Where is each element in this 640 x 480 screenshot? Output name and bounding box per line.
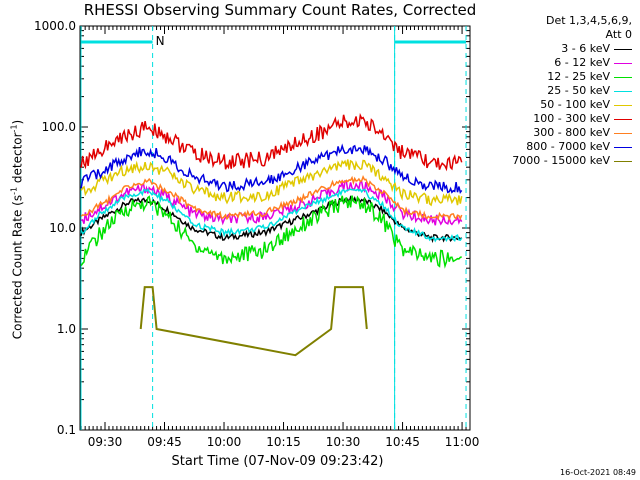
series-line — [80, 175, 463, 222]
x-tick-label: 10:45 — [385, 435, 420, 449]
legend-item: 3 - 6 keV — [487, 42, 632, 56]
y-axis-label: Corrected Count Rate (s-1 detector-1) — [9, 119, 25, 340]
legend-label: 800 - 7000 keV — [526, 140, 610, 153]
legend-item: 12 - 25 keV — [487, 70, 632, 84]
legend-item: 50 - 100 keV — [487, 98, 632, 112]
legend-swatch — [614, 48, 632, 50]
legend-label: 100 - 300 keV — [533, 112, 610, 125]
series-50to100keV — [80, 159, 463, 207]
legend-swatch — [614, 104, 632, 106]
series-line — [80, 112, 463, 172]
series-3to6keV — [80, 195, 463, 244]
x-tick-label: 09:30 — [88, 435, 123, 449]
legend-label: 3 - 6 keV — [561, 42, 610, 55]
series-7000to15000keV — [139, 286, 368, 357]
legend-swatch — [614, 76, 632, 78]
x-axis-label: Start Time (07-Nov-09 09:23:42) — [171, 454, 384, 469]
legend-header-line-1: Det 1,3,4,5,6,9, — [545, 14, 632, 27]
legend-item: 300 - 800 keV — [487, 126, 632, 140]
legend: Det 1,3,4,5,6,9, Att 0 3 - 6 keV 6 - 12 k… — [487, 14, 632, 168]
legend-label: 50 - 100 keV — [540, 98, 610, 111]
y-tick-label: 1000.0 — [34, 19, 76, 33]
legend-item: 6 - 12 keV — [487, 56, 632, 70]
legend-label: 25 - 50 keV — [547, 84, 610, 97]
series-line — [80, 195, 462, 269]
legend-swatch — [614, 62, 632, 64]
series-300to800keV — [80, 175, 463, 222]
y-tick-label: 1.0 — [57, 322, 76, 336]
series-line — [80, 143, 463, 195]
y-tick-label: 0.1 — [57, 423, 76, 437]
footer-datestamp: 16-Oct-2021 08:49 — [560, 468, 636, 477]
y-tick-label: 10.0 — [49, 221, 76, 235]
series-line — [80, 188, 463, 243]
legend-item: 25 - 50 keV — [487, 84, 632, 98]
y-tick-label: 100.0 — [42, 120, 76, 134]
legend-swatch — [614, 132, 632, 134]
legend-label: 12 - 25 keV — [547, 70, 610, 83]
series-25to50keV — [80, 188, 463, 243]
n-marker: N — [156, 34, 165, 48]
series-800to7000keV — [80, 143, 463, 195]
series-12to25keV — [80, 195, 462, 269]
legend-swatch — [614, 90, 632, 92]
x-tick-label: 10:00 — [207, 435, 242, 449]
legend-label: 7000 - 15000 keV — [512, 154, 610, 167]
x-tick-label: 10:15 — [266, 435, 301, 449]
series-line — [139, 286, 368, 357]
legend-item: 7000 - 15000 keV — [487, 154, 632, 168]
x-tick-label: 09:45 — [147, 435, 182, 449]
legend-item: 100 - 300 keV — [487, 112, 632, 126]
x-tick-label: 10:30 — [326, 435, 361, 449]
legend-item: 800 - 7000 keV — [487, 140, 632, 154]
legend-label: 300 - 800 keV — [533, 126, 610, 139]
chart-title: RHESSI Observing Summary Count Rates, Co… — [83, 1, 477, 19]
series-line — [80, 195, 463, 244]
legend-swatch — [614, 146, 632, 148]
legend-swatch — [614, 118, 632, 120]
series-line — [80, 159, 463, 207]
legend-swatch — [614, 160, 632, 162]
legend-header-line-2: Att 0 — [605, 28, 632, 41]
x-tick-label: 11:00 — [445, 435, 480, 449]
series-100to300keV — [80, 112, 463, 172]
legend-label: 6 - 12 keV — [554, 56, 610, 69]
